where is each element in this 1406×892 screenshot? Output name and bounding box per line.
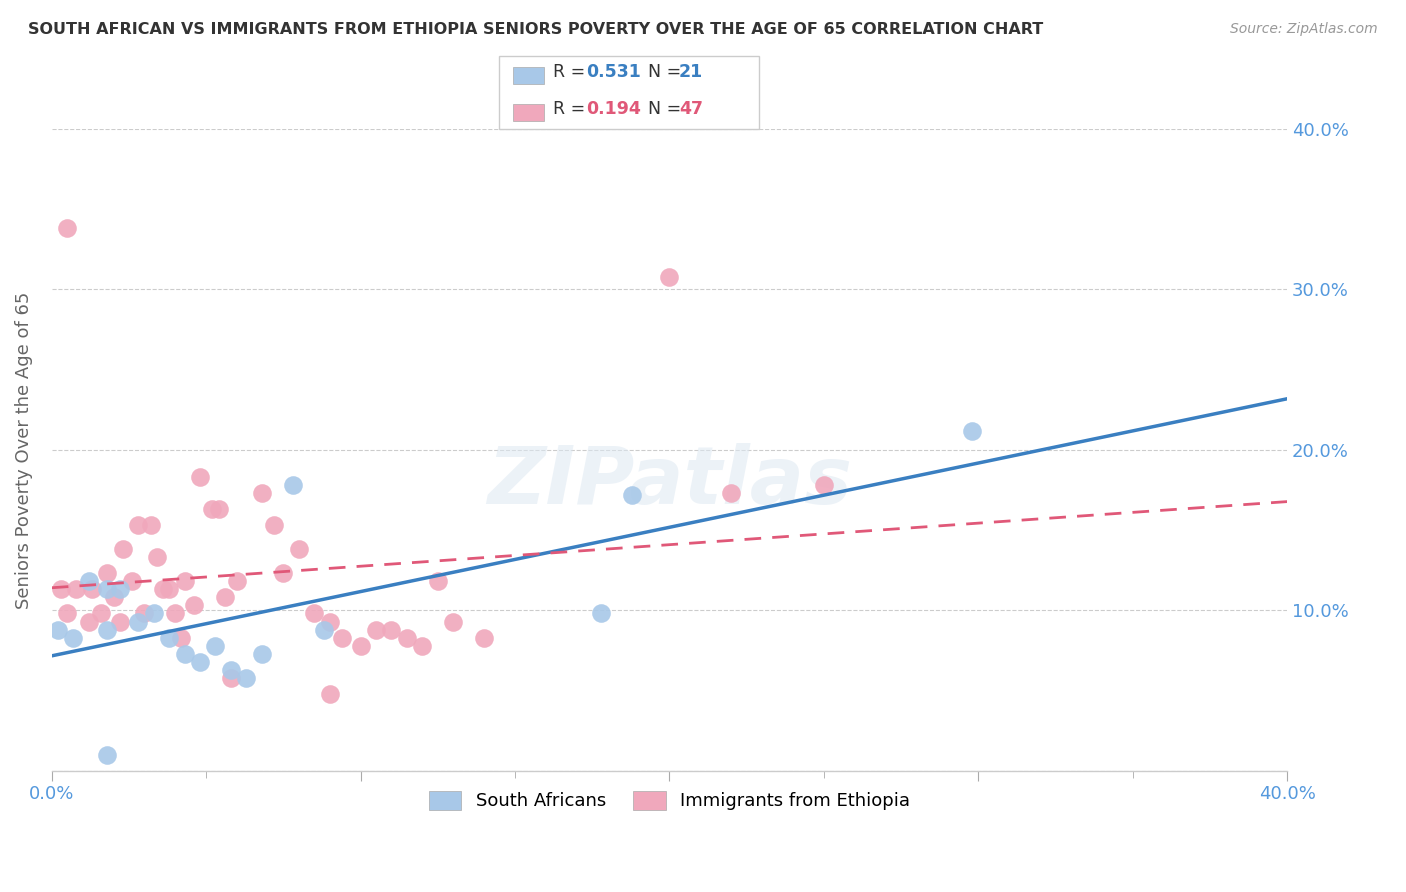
Point [103,591,125,605]
Point [49,582,72,597]
Point [621,488,644,502]
Point [219,663,242,677]
Point [250,647,273,661]
Point [273,566,295,581]
Text: ZIPatlas: ZIPatlas [486,443,852,521]
Point [658,269,681,284]
Point [96,566,118,581]
Point [139,518,162,533]
Point [380,623,402,637]
Point [201,502,224,516]
Point [591,607,613,621]
Point [96,623,118,637]
Point [720,486,742,500]
Point [214,591,236,605]
Point [62,631,84,645]
Point [472,631,495,645]
Text: 21: 21 [679,63,703,81]
Point [813,478,835,492]
Point [134,607,156,621]
Point [263,518,285,533]
Point [173,574,195,589]
Point [204,639,226,653]
Point [183,599,205,613]
Point [96,582,118,597]
Point [226,574,249,589]
Point [157,631,180,645]
Point [318,615,340,629]
Point [235,671,257,685]
Text: 0.194: 0.194 [586,100,641,118]
Point [145,550,167,565]
Point [411,639,433,653]
Point [441,615,464,629]
Point [281,478,304,492]
Point [80,582,103,597]
Point [395,631,418,645]
Point [364,623,387,637]
Text: 47: 47 [679,100,703,118]
Point [108,582,131,597]
Point [108,615,131,629]
Point [288,542,311,557]
Point [188,655,211,669]
Legend: South Africans, Immigrants from Ethiopia: South Africans, Immigrants from Ethiopia [420,782,920,820]
Point [157,582,180,597]
Text: R =: R = [553,100,591,118]
Point [250,486,273,500]
Point [188,470,211,484]
Point [152,582,174,597]
Point [219,671,242,685]
Point [65,582,87,597]
Point [56,607,79,621]
Text: SOUTH AFRICAN VS IMMIGRANTS FROM ETHIOPIA SENIORS POVERTY OVER THE AGE OF 65 COR: SOUTH AFRICAN VS IMMIGRANTS FROM ETHIOPI… [28,22,1043,37]
Point [165,607,187,621]
Text: Source: ZipAtlas.com: Source: ZipAtlas.com [1230,22,1378,37]
Point [312,623,335,637]
Point [170,631,193,645]
Point [127,615,149,629]
Point [960,424,983,438]
Point [56,221,79,235]
Point [318,687,340,701]
Point [173,647,195,661]
Point [96,747,118,762]
Point [207,502,229,516]
Point [77,615,100,629]
Y-axis label: Seniors Poverty Over the Age of 65: Seniors Poverty Over the Age of 65 [15,291,32,608]
Text: N =: N = [648,63,688,81]
Point [426,574,449,589]
Point [330,631,353,645]
Point [304,607,326,621]
Text: N =: N = [648,100,688,118]
Text: 0.531: 0.531 [586,63,641,81]
Point [121,574,143,589]
Point [349,639,371,653]
Point [90,607,112,621]
Point [111,542,134,557]
Text: R =: R = [553,63,591,81]
Point [127,518,149,533]
Point [77,574,100,589]
Point [142,607,165,621]
Point [46,623,69,637]
